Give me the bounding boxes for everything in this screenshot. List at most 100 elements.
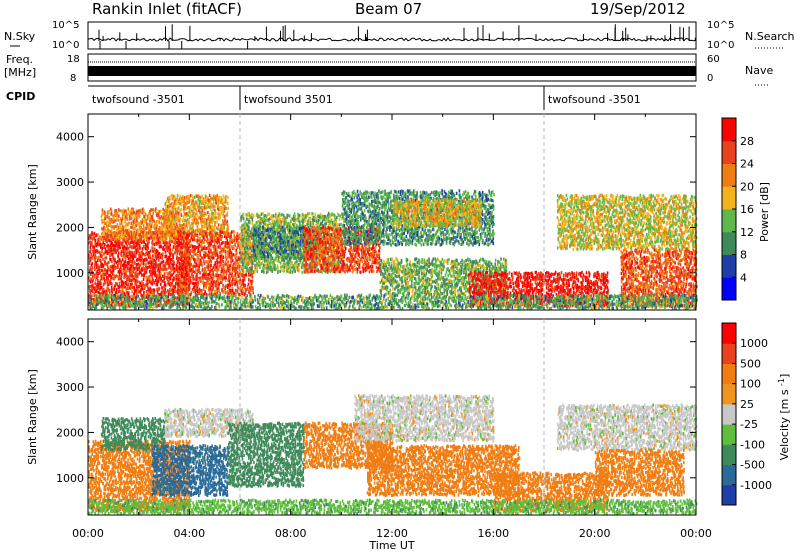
data-cell: [114, 266, 116, 270]
data-cell: [270, 223, 272, 227]
data-cell: [151, 282, 154, 286]
data-cell: [110, 209, 113, 213]
data-cell: [153, 262, 155, 266]
data-cell: [111, 303, 113, 307]
data-cell: [171, 268, 174, 272]
data-cell: [126, 280, 129, 284]
noise-right-label: N.Search: [745, 30, 795, 43]
data-cell: [163, 274, 166, 278]
data-cell: [168, 197, 171, 201]
data-cell: [162, 268, 164, 272]
data-cell: [172, 259, 174, 263]
data-cell: [187, 213, 189, 217]
data-cell: [163, 219, 166, 223]
data-cell: [110, 212, 113, 216]
data-cell: [101, 286, 103, 290]
data-cell: [142, 230, 145, 234]
data-cell: [138, 258, 141, 262]
data-cell: [195, 245, 198, 250]
data-cell: [196, 218, 198, 222]
data-cell: [277, 266, 279, 270]
data-cell: [160, 236, 162, 240]
data-cell: [98, 268, 101, 272]
data-cell: [139, 246, 142, 250]
data-cell: [176, 210, 179, 214]
data-cell: [222, 203, 225, 207]
data-cell: [119, 225, 122, 229]
data-cell: [124, 255, 126, 259]
data-cell: [109, 295, 111, 299]
data-cell: [124, 240, 127, 244]
data-cell: [114, 284, 116, 288]
data-cell: [108, 247, 111, 252]
data-cell: [259, 258, 261, 262]
data-cell: [248, 273, 250, 277]
data-cell: [118, 235, 121, 239]
data-cell: [184, 218, 186, 222]
data-cell: [163, 267, 165, 271]
data-cell: [116, 223, 119, 227]
data-cell: [136, 293, 138, 297]
data-cell: [149, 249, 152, 253]
data-cell: [152, 261, 154, 265]
data-cell: [176, 273, 178, 278]
data-cell: [143, 272, 146, 276]
data-cell: [176, 208, 179, 212]
data-cell: [90, 272, 93, 276]
data-cell: [93, 248, 96, 252]
data-cell: [197, 235, 199, 239]
data-cell: [96, 240, 99, 244]
data-cell: [106, 251, 108, 255]
data-cell: [151, 265, 153, 269]
data-cell: [163, 241, 166, 245]
data-cell: [138, 238, 140, 242]
data-cell: [160, 221, 163, 225]
data-cell: [225, 206, 228, 210]
data-cell: [110, 250, 112, 254]
data-cell: [193, 230, 195, 234]
data-cell: [205, 221, 208, 225]
data-cell: [134, 295, 136, 299]
data-cell: [147, 251, 149, 255]
data-cell: [96, 250, 99, 254]
data-cell: [102, 282, 105, 286]
data-cell: [185, 223, 188, 227]
data-cell: [169, 210, 171, 214]
data-cell: [126, 244, 129, 248]
data-cell: [105, 262, 108, 266]
data-cell: [128, 210, 130, 214]
data-cell: [125, 231, 128, 235]
data-cell: [99, 292, 101, 296]
data-cell: [205, 199, 208, 203]
data-cell: [212, 273, 214, 277]
data-cell: [88, 259, 91, 263]
data-cell: [191, 199, 193, 203]
data-cell: [261, 269, 263, 273]
data-cell: [213, 214, 216, 218]
data-cell: [251, 275, 254, 279]
data-cell: [226, 227, 228, 231]
data-cell: [137, 257, 139, 261]
data-cell: [135, 282, 137, 286]
data-cell: [216, 220, 218, 224]
frequency-trace: [88, 66, 696, 76]
data-cell: [90, 243, 92, 247]
data-cell: [181, 271, 183, 275]
data-cell: [181, 283, 183, 287]
data-cell: [209, 225, 212, 229]
data-cell: [234, 282, 237, 286]
data-cell: [108, 233, 110, 237]
data-cell: [105, 233, 107, 237]
data-cell: [149, 212, 152, 216]
data-cell: [211, 217, 213, 221]
data-cell: [98, 271, 100, 276]
data-cell: [123, 275, 125, 280]
data-cell: [204, 225, 206, 229]
data-cell: [139, 263, 142, 267]
data-cell: [122, 226, 125, 230]
data-cell: [197, 227, 200, 231]
data-cell: [101, 227, 103, 231]
data-cell: [233, 230, 235, 234]
data-cell: [95, 278, 97, 282]
data-cell: [138, 244, 141, 248]
